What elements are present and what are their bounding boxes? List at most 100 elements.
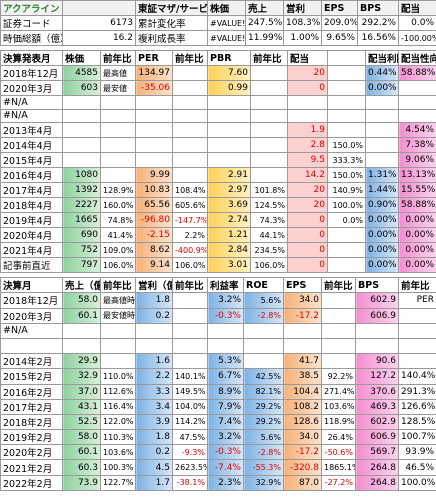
cell: 3.9	[135, 413, 173, 431]
cell	[62, 152, 101, 169]
cell: 797	[62, 257, 101, 274]
row: 2020年4月 690 41.4% -2.15 2.2% 1.21 44.1% 0 0.00% 0…	[0, 227, 436, 244]
cell: 333.3%	[327, 152, 366, 169]
cell	[398, 353, 436, 370]
row: 2015年4月 9.5 333.3% 9.06%	[0, 152, 436, 169]
header-cell	[62, 0, 136, 16]
cell: 2623.5%	[172, 459, 208, 476]
row-label: 2015年4月	[0, 152, 63, 169]
cell	[135, 95, 173, 110]
cell: 569.7	[355, 444, 399, 461]
header-row: アクアライン 東証マザ/サービス株価売上営利EPSBPS配当	[0, 0, 436, 16]
cell: 2.2%	[172, 227, 208, 244]
cell: 82.1%	[243, 383, 284, 400]
header-cell: 前年比	[321, 277, 356, 294]
cell: 0	[287, 257, 328, 274]
cell: 247.5%	[245, 15, 284, 31]
header-cell: EPS	[283, 277, 322, 294]
row-label: #N/A	[0, 322, 63, 339]
cell: 16.56%	[357, 30, 399, 46]
cell: 101.8%	[250, 182, 288, 199]
cell	[250, 95, 288, 110]
cell: -50.6%	[321, 444, 356, 461]
row-label: 2020年3月	[0, 307, 63, 324]
row: 2018年2月 52.5 122.0% 3.9 114.2% 7.4% 29.2% 128.6…	[0, 413, 436, 431]
cell	[62, 122, 101, 139]
cell	[172, 167, 208, 184]
cell: 58.0	[62, 429, 101, 446]
cell: -96.80	[135, 212, 173, 229]
row-label: 2018年12月	[0, 65, 63, 81]
cell: 0	[287, 242, 328, 259]
cell: PER	[398, 292, 436, 309]
cell: 100.3%	[100, 459, 136, 476]
cell	[135, 322, 173, 339]
cell	[365, 95, 399, 110]
row: 2020年2月 60.1 103.6% 0.2 -9.3% -0.3% -2.8% -17.2…	[0, 444, 436, 461]
cell: 2.97	[207, 182, 251, 199]
header-cell: 売上	[245, 0, 284, 16]
row: 2020年3月 603 最安値 -35.06 0.99 0 0.00%	[0, 80, 436, 96]
cell	[62, 95, 101, 110]
cell	[207, 322, 244, 339]
row: 2013年4月 1.9 4.54%	[0, 122, 436, 139]
row: 2021年2月 60.3 100.3% 4.5 2623.5% -7.4% -55.3% -3…	[0, 459, 436, 476]
row: 2014年2月 29.9 1.6 5.3% 41.7 90.6	[0, 353, 436, 370]
cell: 1.6	[135, 353, 173, 370]
cell: 9.99	[135, 167, 173, 184]
cell: 112.6%	[100, 383, 136, 400]
cell: 43.1	[62, 398, 101, 415]
cell: 60.1	[62, 307, 101, 324]
cell: 271.4%	[321, 383, 356, 400]
header-cell: 前年比	[172, 277, 208, 294]
cell: #VALUE!	[207, 30, 246, 46]
cell	[207, 95, 251, 110]
cell	[62, 137, 101, 154]
cell: -55.3%	[243, 459, 284, 476]
header-cell: 売上（億）	[62, 277, 101, 294]
header-cell: 営利（億）	[135, 277, 173, 294]
cell: 127.2	[355, 368, 399, 385]
row-label: 2017年2月	[0, 398, 63, 415]
cell: 0	[287, 80, 328, 96]
cell: 29.2%	[243, 398, 284, 415]
cell	[172, 122, 208, 139]
header-cell: 利益率	[207, 277, 244, 294]
cell: 74.8%	[100, 212, 136, 229]
cell	[250, 167, 288, 184]
cell: 116.4%	[100, 398, 136, 415]
cell	[250, 122, 288, 139]
cell: 2.91	[207, 167, 251, 184]
row: 時価総額（億）16.2複利成長率#VALUE!11.99%1.00%9.65%1…	[0, 30, 436, 46]
cell: 20	[287, 197, 328, 214]
cell: 122.0%	[100, 413, 136, 431]
cell: 7.9%	[207, 398, 244, 415]
cell	[287, 95, 328, 110]
cell: 58.0	[62, 292, 101, 309]
row-label: 2018年2月	[0, 413, 63, 431]
cell: 108.2	[283, 398, 322, 415]
cell	[321, 307, 356, 324]
cell: 0.00%	[398, 242, 436, 259]
cell	[321, 337, 356, 355]
cell	[243, 353, 284, 370]
cell	[243, 322, 284, 339]
cell	[283, 337, 322, 355]
row-label	[0, 337, 63, 355]
header-cell: 株価	[62, 50, 101, 66]
row: 2017年4月 1392 128.9% 10.83 108.4% 2.97 101.8% 20…	[0, 182, 436, 199]
cell: 106.0%	[172, 257, 208, 274]
row-label: 証券コード	[0, 15, 63, 31]
cell: 58.88%	[398, 65, 436, 81]
cell: 26.4%	[321, 429, 356, 446]
cell: 52.5	[62, 413, 101, 431]
cell: 最高値時	[100, 292, 136, 309]
cell: 最安値時	[100, 307, 136, 324]
header-cell: 決算月	[0, 277, 63, 294]
cell: 100.0%	[327, 197, 366, 214]
cell: 60.1	[62, 444, 101, 461]
cell: 103.6%	[100, 444, 136, 461]
cell: 0.99	[207, 80, 251, 96]
row-label: 2014年2月	[0, 353, 63, 370]
cell	[243, 337, 284, 355]
